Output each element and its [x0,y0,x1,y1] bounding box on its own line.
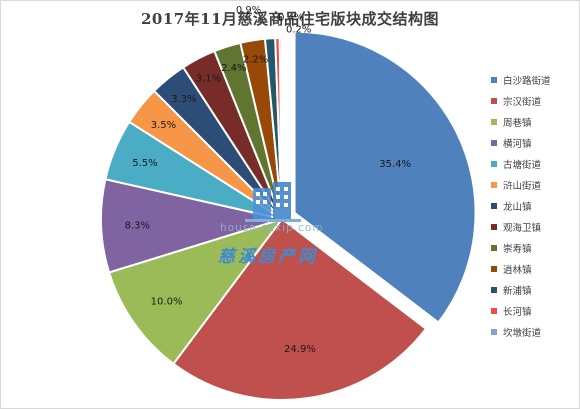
data-label: 24.9% [284,344,316,355]
legend-swatch [491,97,497,104]
legend-label: 长河镇 [503,306,532,318]
legend-item: 浒山街道 [491,174,579,195]
data-label: 3.3% [171,94,196,105]
pie-slice [278,36,283,220]
data-label: 35.4% [379,159,411,170]
legend-swatch [491,307,497,314]
legend-item: 古塘街道 [491,153,579,174]
data-label: 0.4% [278,13,303,24]
legend-label: 逍林镇 [503,264,532,276]
data-label: 10.0% [151,296,183,307]
legend-swatch [491,244,497,251]
legend-swatch [491,265,497,272]
legend-item: 坎墩街道 [491,321,579,342]
legend-swatch [491,139,497,146]
legend-item: 周巷镇 [491,111,579,132]
legend-item: 宗汉街道 [491,90,579,111]
data-label: 0.2% [286,24,311,35]
data-label: 2.4% [221,63,246,74]
legend-swatch [491,118,497,125]
legend-label: 白沙路街道 [503,75,551,87]
legend-label: 崇寿镇 [503,243,532,255]
legend-item: 龙山镇 [491,195,579,216]
legend-swatch [491,76,497,83]
legend-label: 古塘街道 [503,159,542,171]
pie-data-labels: 35.4% 24.9% 10.0% 8.3% 5.5% 3.5% 3.3%3.1%2.4%2… [125,5,411,355]
data-label: 3.1% [196,74,221,85]
legend-label: 观海卫镇 [503,222,542,234]
legend-item: 白沙路街道 [491,69,579,90]
data-label: 2.2% [243,54,268,65]
legend-label: 浒山街道 [503,180,542,192]
pie-slices [100,30,477,401]
pie-slice [293,30,477,324]
legend-label: 坎墩街道 [503,327,542,339]
pie-slice [172,217,428,401]
chart-title: 2017年11月慈溪商品住宅版块成交结构图 [140,10,440,28]
legend-label: 龙山镇 [503,201,532,213]
data-label: 8.3% [125,221,150,232]
legend-label: 新浦镇 [503,285,532,297]
legend-swatch [491,223,497,230]
legend-swatch [491,328,497,335]
pie-slice [100,178,286,274]
legend-item: 逍林镇 [491,258,579,279]
legend-item: 长河镇 [491,300,579,321]
legend-label: 宗汉街道 [503,96,542,108]
data-label: 3.5% [151,120,176,131]
legend-swatch [491,160,497,167]
pie-slice [107,217,285,366]
legend-label: 周巷镇 [503,117,532,129]
legend-swatch [491,202,497,209]
legend-swatch [491,286,497,293]
legend-item: 崇寿镇 [491,237,579,258]
legend-swatch [491,181,497,188]
data-label: 0.9% [236,5,261,16]
legend-item: 观海卫镇 [491,216,579,237]
legend-label: 横河镇 [503,138,532,150]
data-label: 5.5% [132,158,157,169]
legend-item: 新浦镇 [491,279,579,300]
chart-legend: 白沙路街道宗汉街道周巷镇横河镇古塘街道浒山街道龙山镇观海卫镇崇寿镇逍林镇新浦镇长… [491,69,579,342]
legend-item: 横河镇 [491,132,579,153]
